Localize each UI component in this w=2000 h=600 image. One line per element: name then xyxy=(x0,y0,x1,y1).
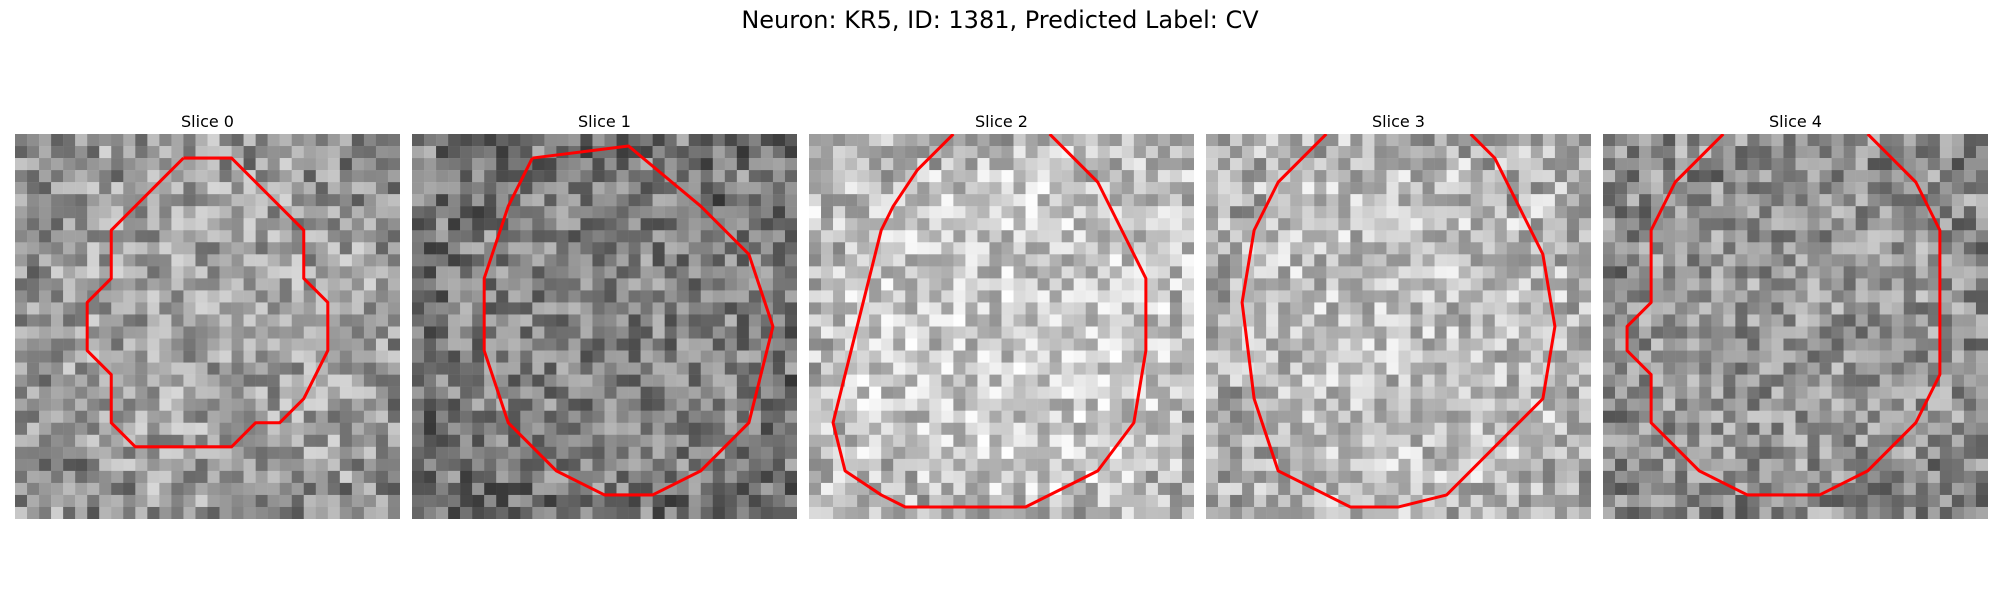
roi-contour xyxy=(1240,134,1557,509)
roi-contour xyxy=(85,156,330,449)
slice-panel-3: Slice 3 xyxy=(1206,110,1591,519)
slice-image xyxy=(809,134,1194,519)
slice-panel-2: Slice 2 xyxy=(809,110,1194,519)
slice-image xyxy=(1603,134,1988,519)
slice-title: Slice 0 xyxy=(181,112,234,131)
slice-image xyxy=(412,134,797,519)
roi-contour xyxy=(1625,134,1942,497)
roi-contour xyxy=(831,134,1148,509)
slice-image xyxy=(15,134,400,519)
pixel-grid xyxy=(809,134,1194,519)
pixel-grid xyxy=(1603,134,1988,519)
pixel-grid xyxy=(15,134,400,519)
slice-title: Slice 4 xyxy=(1769,112,1822,131)
pixel-grid xyxy=(412,134,797,519)
slice-panel-4: Slice 4 xyxy=(1603,110,1988,519)
slice-panel-0: Slice 0 xyxy=(15,110,400,519)
roi-contour xyxy=(482,144,775,497)
slice-image xyxy=(1206,134,1591,519)
slice-title: Slice 1 xyxy=(578,112,631,131)
slice-title: Slice 2 xyxy=(975,112,1028,131)
slice-title: Slice 3 xyxy=(1372,112,1425,131)
figure-title: Neuron: KR5, ID: 1381, Predicted Label: … xyxy=(741,6,1259,34)
slice-panel-1: Slice 1 xyxy=(412,110,797,519)
pixel-grid xyxy=(1206,134,1591,519)
